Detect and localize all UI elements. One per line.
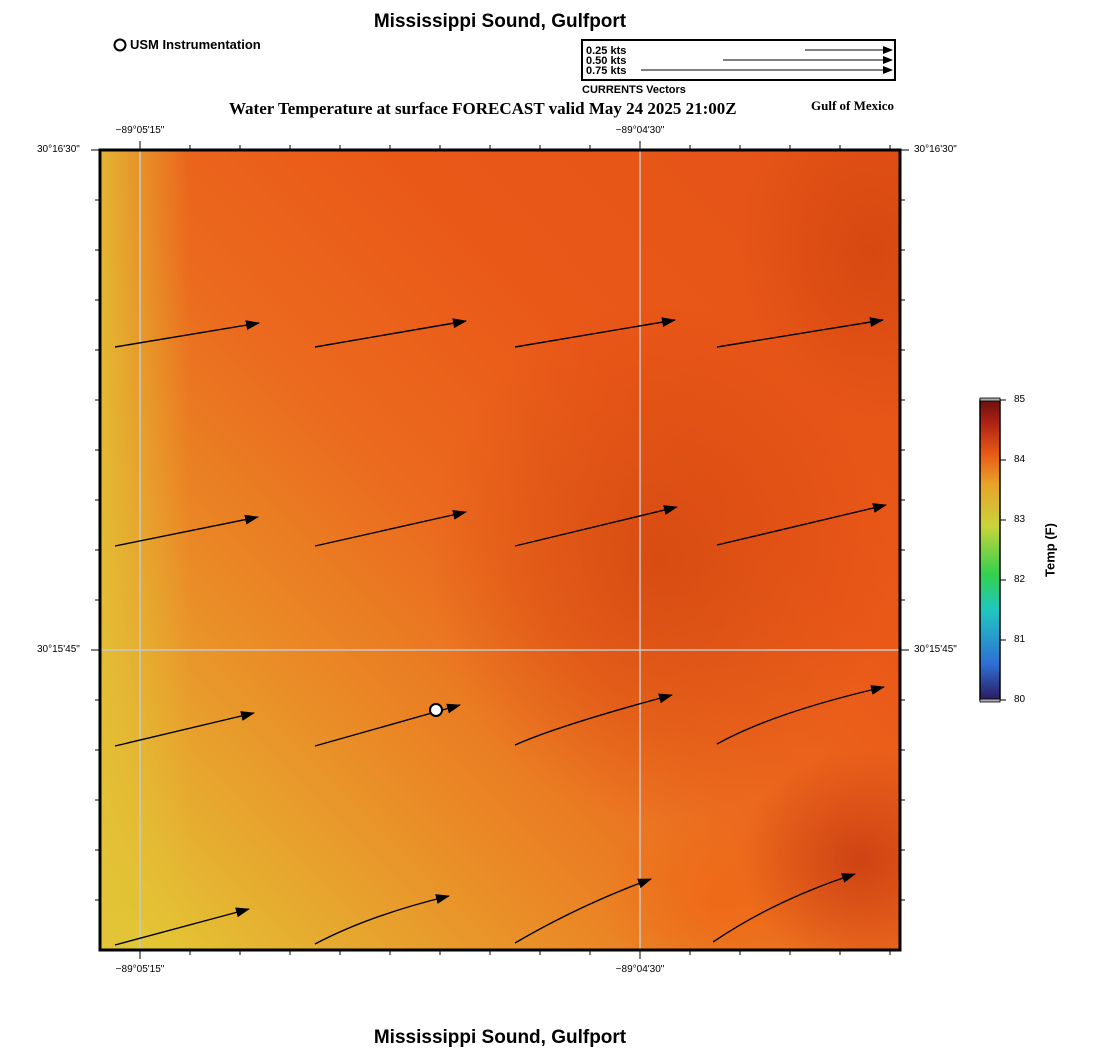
current-vector-r3-c2 — [514, 878, 652, 944]
vector-legend-entry-2: 0.75 kts — [586, 65, 627, 77]
lon-label-top-0: −89°05'15" — [115, 125, 165, 136]
current-vector-r2-c3 — [716, 685, 885, 745]
current-vector-r3-c0 — [114, 907, 250, 946]
current-vector-r0-c0 — [114, 320, 260, 348]
vector-legend-entry-0: 0.25 kts — [586, 45, 627, 57]
vector-legend: 0.25 kts 0.50 kts 0.75 kts — [581, 39, 896, 81]
current-vector-r1-c2 — [514, 505, 678, 547]
colorbar-tick-label-80: 80 — [1014, 694, 1026, 705]
map-title: Mississippi Sound, Gulfport — [373, 11, 627, 32]
colorbar — [979, 397, 1006, 703]
colorbar-ticks — [1000, 399, 1006, 701]
map-subtitle: Water Temperature at surface FORECAST va… — [229, 99, 737, 118]
lat-label-left-0: 30°16'30" — [37, 144, 80, 155]
temperature-field-warm-northeast — [740, 150, 900, 420]
colorbar-tick-label-81: 81 — [1014, 634, 1026, 645]
current-vector-r1-c0 — [114, 514, 259, 547]
temperature-field-west-strip — [100, 150, 190, 950]
colorbar-tick-label-83: 83 — [1014, 514, 1026, 525]
current-vector-r3-c3 — [712, 873, 856, 943]
temperature-field-warm-southeast — [740, 750, 900, 950]
current-vector-r0-c1 — [314, 318, 467, 348]
lat-label-right-1: 30°15'45" — [914, 644, 957, 655]
current-vector-r3-c1 — [314, 894, 450, 945]
region-label: Gulf of Mexico — [811, 98, 895, 113]
map-frame — [98, 148, 902, 952]
lon-label-bottom-0: −89°05'15" — [115, 964, 165, 975]
current-vector-r2-c0 — [114, 711, 255, 747]
current-vector-r1-c1 — [314, 509, 467, 547]
footer-title: Mississippi Sound, Gulfport — [373, 1027, 627, 1048]
lon-label-bottom-1: −89°04'30" — [615, 964, 665, 975]
vector-legend-arrows — [641, 46, 893, 74]
current-vector-r2-c2 — [514, 693, 673, 746]
colorbar-gradient — [979, 399, 1001, 701]
colorbar-tick-label-85: 85 — [1014, 394, 1026, 405]
lon-label-top-1: −89°04'30" — [615, 125, 665, 136]
current-vector-r0-c3 — [716, 317, 884, 348]
colorbar-title: Temp (F) — [1042, 523, 1058, 577]
current-vector-r1-c3 — [716, 503, 887, 546]
lat-label-right-0: 30°16'30" — [914, 144, 957, 155]
current-vector-r0-c2 — [514, 317, 676, 348]
vector-legend-entry-1: 0.50 kts — [586, 55, 627, 67]
station-marker-icon — [113, 38, 127, 52]
usm-station-marker — [429, 703, 443, 717]
colorbar-overflow-bottom — [979, 698, 1001, 703]
colorbar-overflow-top — [979, 397, 1001, 402]
station-legend-label: USM Instrumentation — [130, 37, 261, 52]
lat-label-left-1: 30°15'45" — [37, 644, 80, 655]
colorbar-tick-label-82: 82 — [1014, 574, 1026, 585]
colorbar-tick-label-84: 84 — [1014, 454, 1026, 465]
vector-legend-caption: CURRENTS Vectors — [582, 84, 686, 96]
temperature-field-warm-center — [430, 300, 890, 820]
